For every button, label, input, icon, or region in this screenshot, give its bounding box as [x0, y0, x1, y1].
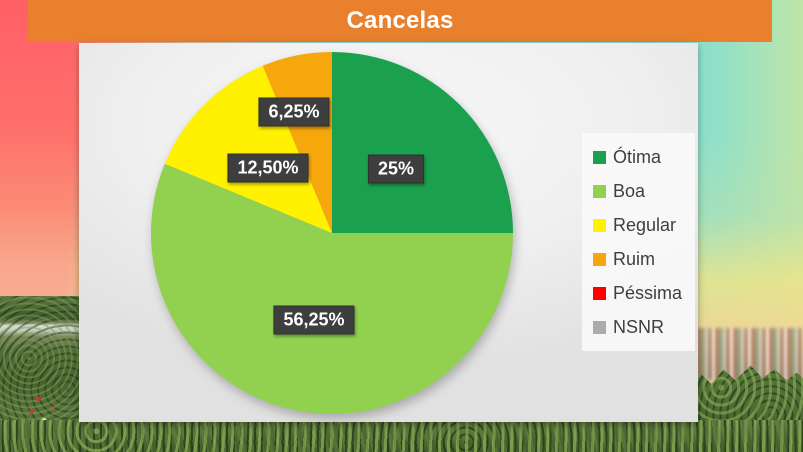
legend-swatch-icon	[593, 320, 606, 334]
legend-label: Boa	[613, 181, 646, 201]
legend-item-ruim: Ruim	[593, 242, 695, 276]
legend-label: Regular	[613, 215, 677, 235]
background-vegetation-bottom	[0, 420, 803, 452]
legend-swatch-icon	[593, 252, 606, 266]
chart-legend: Ótima Boa Regular Ruim Péssima NSNR	[582, 133, 695, 351]
legend-swatch-icon	[593, 218, 606, 232]
chart-area: 25% 56,25% 12,50% 6,25% Ótima Boa Regular Ruim…	[79, 43, 698, 422]
pie-slice-ruim	[262, 52, 332, 233]
legend-swatch-icon	[593, 286, 606, 300]
pie-data-label: 12,50%	[227, 153, 309, 183]
legend-item-nsnr: NSNR	[593, 310, 695, 344]
legend-label: Péssima	[613, 283, 683, 303]
legend-label: Ruim	[613, 249, 656, 269]
pie-slice-boa	[151, 163, 513, 415]
pie-slice-ótima	[332, 52, 513, 233]
legend-swatch-icon	[593, 184, 606, 198]
pie-data-label: 25%	[367, 154, 425, 184]
pie-data-label: 56,25%	[273, 305, 355, 335]
legend-swatch-icon	[593, 150, 606, 164]
pie-data-label: 6,25%	[258, 97, 330, 127]
legend-item-regular: Regular	[593, 208, 695, 242]
legend-item-péssima: Péssima	[593, 276, 695, 310]
pie-chart	[151, 52, 513, 415]
legend-item-ótima: Ótima	[593, 140, 695, 174]
legend-item-boa: Boa	[593, 174, 695, 208]
title-bar: Cancelas	[28, 0, 772, 42]
legend-label: NSNR	[613, 317, 665, 337]
legend-label: Ótima	[613, 147, 662, 167]
pie-slice-regular	[164, 65, 332, 233]
slide-title: Cancelas	[346, 7, 454, 34]
